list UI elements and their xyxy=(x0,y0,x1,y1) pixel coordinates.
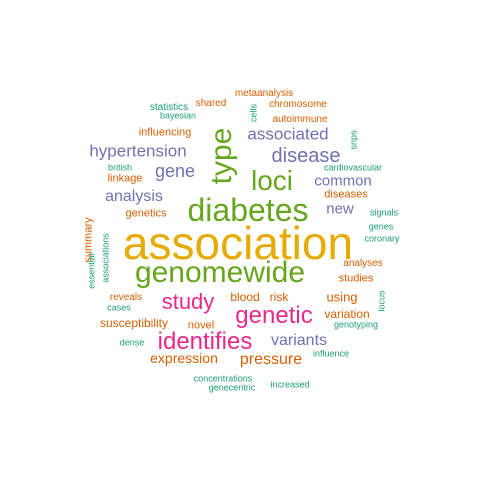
word-risk: risk xyxy=(269,290,289,304)
word-genecentric: genecentric xyxy=(208,382,256,393)
word-shared: shared xyxy=(195,98,227,109)
word-influencing: influencing xyxy=(138,126,192,139)
word-gene: gene xyxy=(154,161,196,181)
word-cardiovascular: cardiovascular xyxy=(323,162,383,173)
word-association: association xyxy=(122,217,354,269)
word-hypertension: hypertension xyxy=(89,141,187,161)
word-bayesian: bayesian xyxy=(159,110,197,121)
word-common: common xyxy=(314,172,372,190)
word-analyses: analyses xyxy=(343,258,383,269)
word-dense: dense xyxy=(119,337,145,348)
word-study: study xyxy=(161,289,215,314)
word-diseases: diseases xyxy=(324,188,368,201)
word-studies: studies xyxy=(338,272,374,285)
word-influence: influence xyxy=(312,348,350,359)
word-coronary: coronary xyxy=(364,233,400,244)
word-concentrations: concentrations xyxy=(193,373,253,384)
word-disease: disease xyxy=(271,145,341,167)
word-essential: essential xyxy=(86,253,97,289)
word-pressure: pressure xyxy=(239,351,303,368)
word-genetics: genetics xyxy=(125,207,167,220)
word-associations: associations xyxy=(100,233,111,283)
word-british: british xyxy=(107,162,133,173)
word-susceptibility: susceptibility xyxy=(99,316,169,330)
word-genes: genes xyxy=(368,221,394,232)
word-analysis: analysis xyxy=(105,188,163,205)
word-associated: associated xyxy=(247,124,329,144)
word-genotyping: genotyping xyxy=(333,319,379,330)
word-chromosome: chromosome xyxy=(269,99,327,110)
word-cases: cases xyxy=(107,302,131,313)
word-blood: blood xyxy=(230,290,260,304)
word-genomewide: genomewide xyxy=(134,256,306,289)
word-statistics: statistics xyxy=(149,102,189,113)
word-reveals: reveals xyxy=(109,292,143,303)
word-type: type xyxy=(205,127,238,185)
word-variants: variants xyxy=(270,332,328,349)
word-new: new xyxy=(326,200,354,218)
word-autoimmune: autoimmune xyxy=(272,114,328,125)
word-novel: novel xyxy=(187,319,215,332)
word-using: using xyxy=(326,289,358,305)
word-increased: increased xyxy=(270,379,310,390)
word-expression: expression xyxy=(150,350,218,366)
word-locus: locus xyxy=(376,290,387,312)
word-cells: cells xyxy=(248,103,259,123)
word-signals: signals xyxy=(369,207,399,218)
word-diabetes: diabetes xyxy=(187,192,309,228)
word-linkage: linkage xyxy=(107,172,143,185)
word-genetic: genetic xyxy=(235,302,313,329)
word-metaanalysis: metaanalysis xyxy=(234,88,294,99)
word-loci: loci xyxy=(250,165,294,196)
word-identifies: identifies xyxy=(157,328,253,355)
word-snps: snps xyxy=(348,130,359,150)
word-variation: variation xyxy=(324,307,370,321)
